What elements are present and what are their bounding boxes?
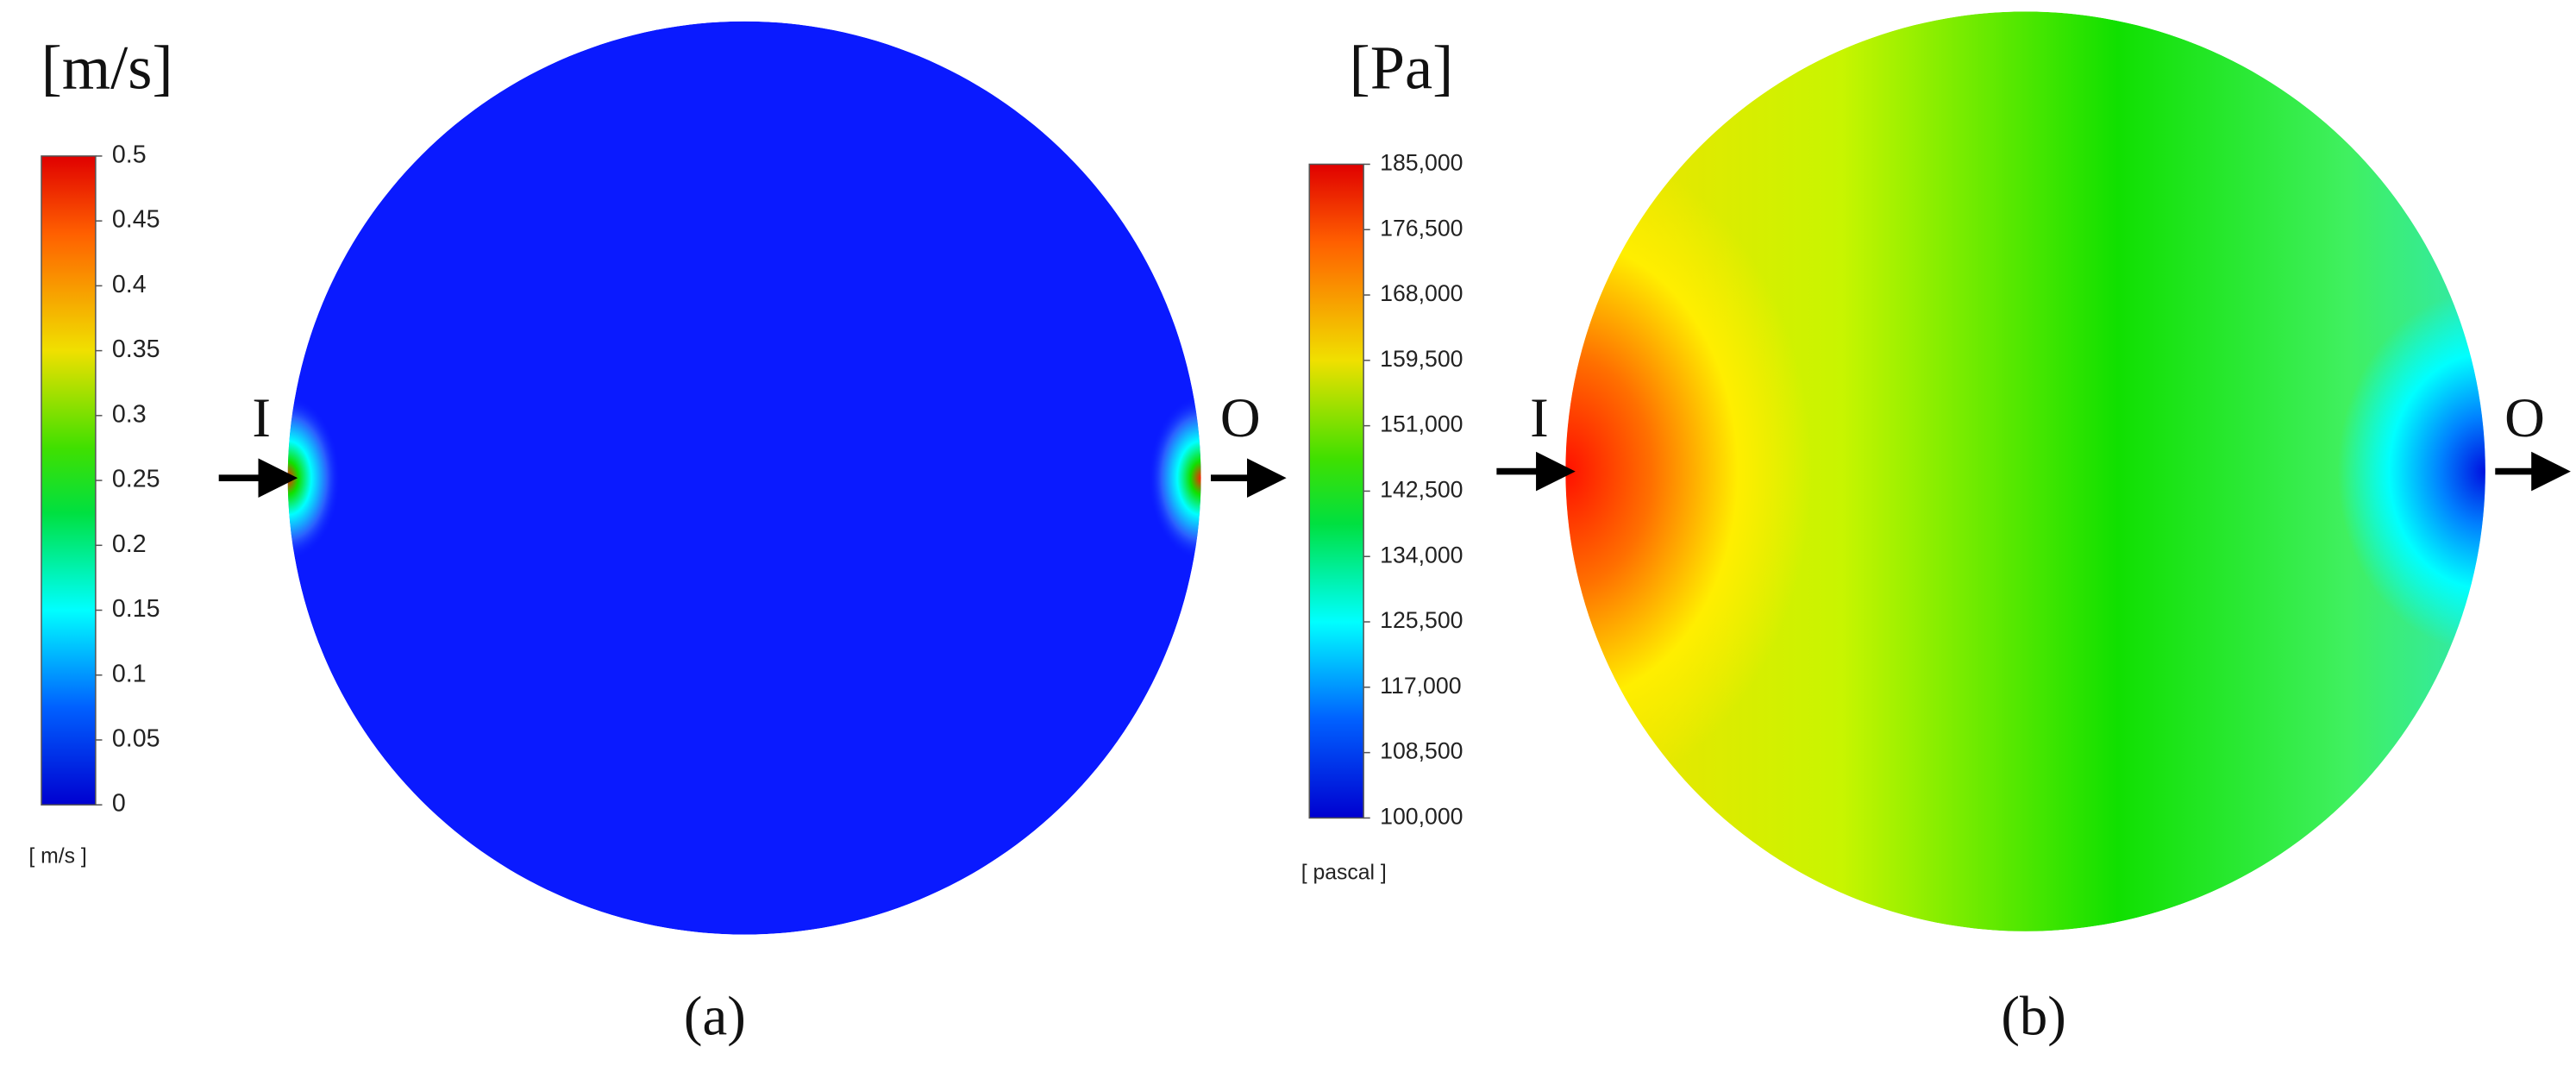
colorbar-tick-label: 151,000 bbox=[1380, 411, 1463, 437]
colorbar-tick-label: 0.15 bbox=[112, 595, 160, 623]
colorbar-tick-label: 0.35 bbox=[112, 335, 160, 363]
colorbar-tick-label: 0.45 bbox=[112, 206, 160, 234]
colorbar bbox=[1308, 163, 1364, 819]
colorbar-tick-label: 176,500 bbox=[1380, 215, 1463, 241]
outlet-label: O bbox=[1220, 387, 1261, 449]
inlet-high bbox=[1565, 142, 1813, 800]
colorbar-tick-label: 0.3 bbox=[112, 400, 147, 428]
colorbar-tick-label: 168,000 bbox=[1380, 280, 1463, 306]
colorbar-tick-label: 0.2 bbox=[112, 530, 147, 558]
field-base bbox=[1565, 11, 2485, 931]
colorbar-unit: [ m/s ] bbox=[28, 845, 86, 868]
colorbar-tick-label: 0.05 bbox=[112, 725, 160, 753]
colorbar-tick-label: 0.25 bbox=[112, 466, 160, 493]
inlet-label: I bbox=[1530, 387, 1549, 449]
colorbar-unit: [ pascal ] bbox=[1301, 862, 1387, 885]
panel-caption: (a) bbox=[684, 985, 746, 1047]
colorbar-title: [Pa] bbox=[1350, 33, 1454, 102]
contour-field bbox=[1565, 11, 2485, 931]
field-base bbox=[287, 21, 1201, 935]
colorbar-tick-label: 100,000 bbox=[1380, 803, 1463, 829]
inlet-jet bbox=[287, 395, 341, 561]
colorbar-tick-label: 108,500 bbox=[1380, 738, 1463, 764]
colorbar-tick-label: 125,500 bbox=[1380, 607, 1463, 633]
colorbar-tick-label: 159,500 bbox=[1380, 346, 1463, 372]
panel: [Pa] 100,000 108,500 117,000 125,500 134,000 1… bbox=[1301, 11, 2571, 1047]
colorbar-tick-label: 0.4 bbox=[112, 271, 147, 298]
colorbar-tick-label: 0 bbox=[112, 790, 126, 818]
colorbar-title: [m/s] bbox=[41, 33, 173, 102]
panel: [m/s] 0 0.05 0.1 0.15 0.2 0.25 0.3 0.35 0.4 0.45 0.… bbox=[28, 21, 1287, 1047]
colorbar bbox=[41, 155, 97, 806]
panel-caption: (b) bbox=[2001, 985, 2066, 1047]
colorbar-tick-label: 0.1 bbox=[112, 660, 147, 687]
colorbar-tick-label: 185,000 bbox=[1380, 149, 1463, 175]
contour-field bbox=[287, 21, 1201, 935]
colorbar-tick-label: 134,000 bbox=[1380, 542, 1463, 567]
colorbar-tick-label: 142,500 bbox=[1380, 476, 1463, 502]
colorbar-tick-label: 117,000 bbox=[1380, 673, 1461, 699]
inlet-label: I bbox=[252, 387, 271, 449]
colorbar-tick-label: 0.5 bbox=[112, 141, 147, 168]
outlet-low bbox=[2337, 291, 2485, 653]
outlet-jet bbox=[1148, 395, 1201, 561]
outlet-label: O bbox=[2504, 387, 2545, 449]
